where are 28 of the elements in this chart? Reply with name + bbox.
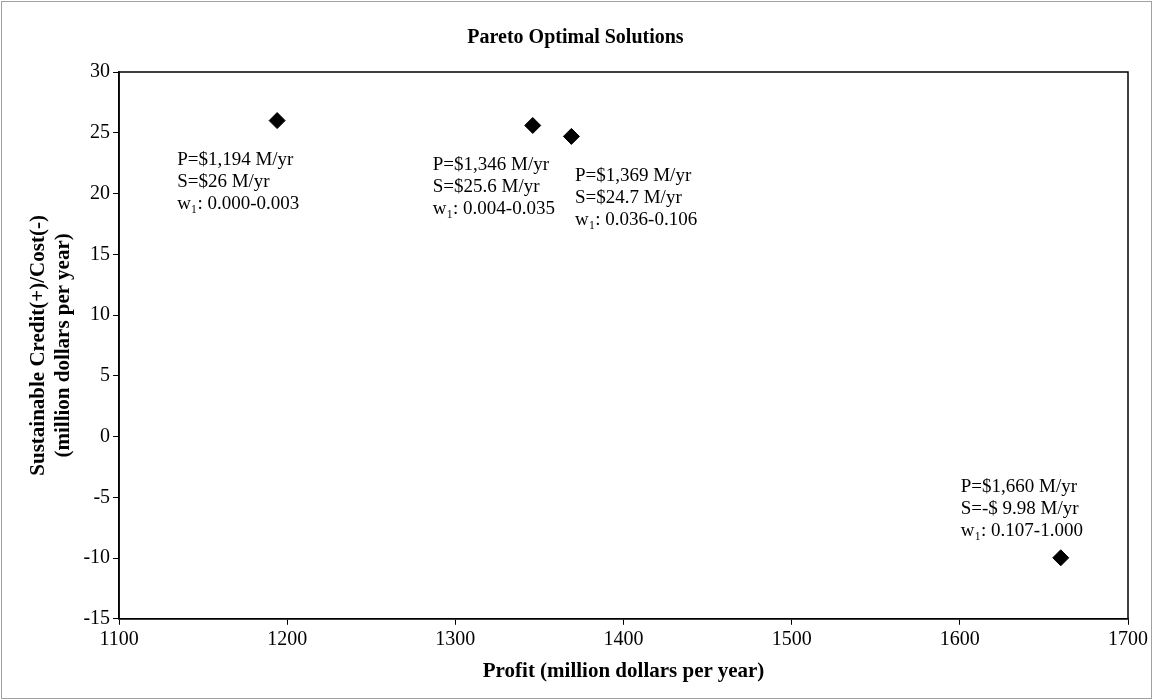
y-tick-label: 20 (90, 180, 111, 203)
point (524, 116, 542, 134)
point (562, 127, 580, 145)
x-tick-label: 1700 (1108, 627, 1148, 650)
chart-title: Pareto Optimal Solutions (467, 25, 684, 49)
x-tick-label: 1500 (771, 627, 812, 650)
annotation: P=$1,369 M/yr S=$24.7 M/yr w₁: 0.036-0.106 (574, 163, 698, 229)
x-tick-label: 1400 (603, 627, 644, 650)
x-tick-label: 1200 (267, 627, 308, 650)
x-tick-label: 1600 (939, 627, 980, 650)
y-tick-label: 0 (100, 423, 111, 446)
y-axis-title: Sustainable Credit(+)/Cost(-) (million dollars per year) (25, 215, 75, 476)
point (1052, 549, 1070, 567)
y-tick-label: 15 (90, 241, 111, 264)
y-tick-label: -5 (93, 484, 111, 507)
x-axis-title: Profit (million dollars per year) (482, 657, 765, 682)
point (268, 112, 286, 130)
annotation: P=$1,346 M/yr S=$25.6 M/yr w₁: 0.004-0.035 (432, 152, 555, 218)
annotation: P=$1,660 M/yr S=-$ 9.98 M/yr w₁: 0.107-1.000 (960, 475, 1083, 541)
y-tick-label: -10 (83, 545, 111, 568)
x-tick-label: 1300 (435, 627, 476, 650)
x-tick-label: 1100 (99, 627, 139, 650)
y-tick-label: 30 (90, 59, 111, 82)
y-tick-label: 10 (90, 302, 111, 325)
annotation: P=$1,194 M/yr S=$26 M/yr w₁: 0.000-0.003 (177, 148, 300, 214)
y-tick-label: -15 (83, 606, 111, 629)
y-tick-label: 5 (100, 363, 111, 386)
y-tick-label: 25 (90, 120, 111, 143)
